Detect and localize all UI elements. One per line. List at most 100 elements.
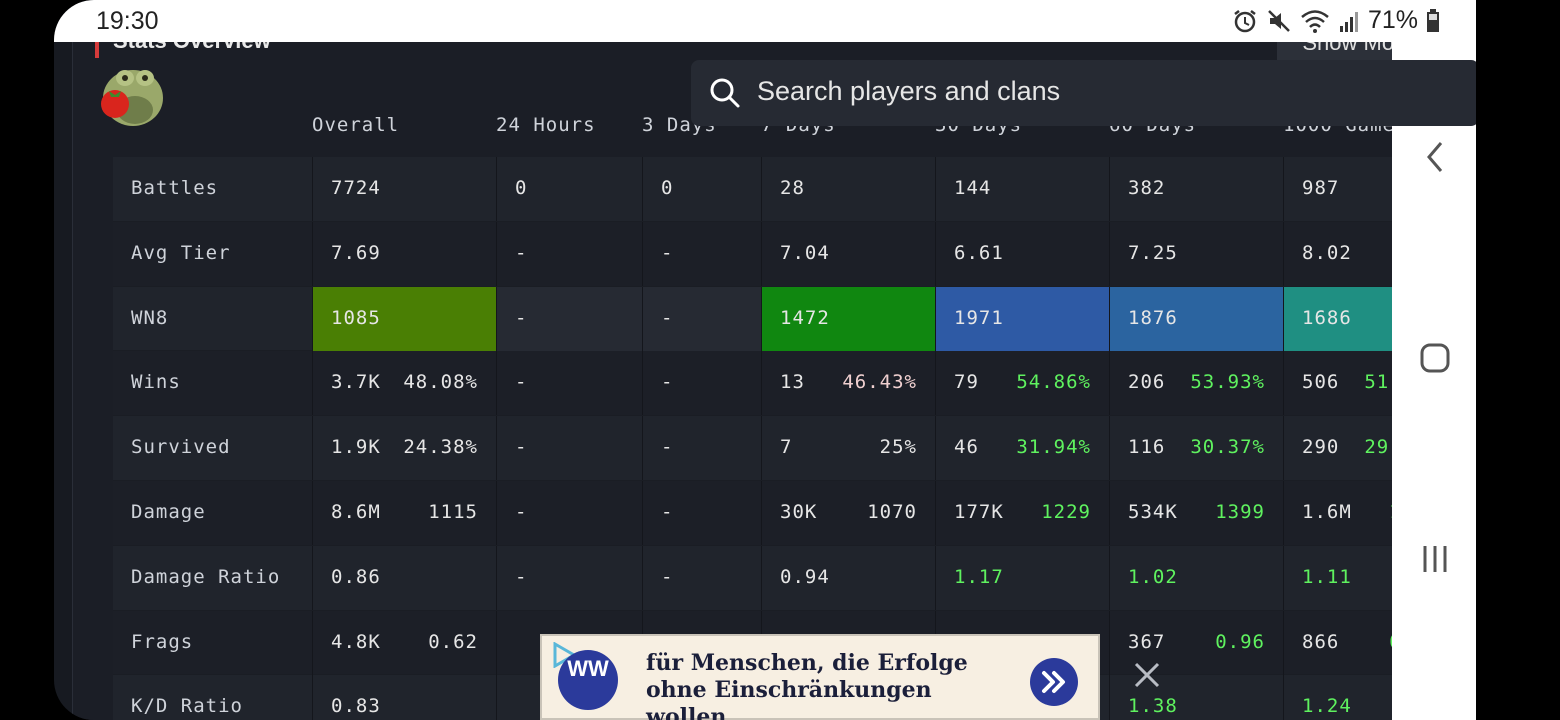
cell-24h: 0 xyxy=(497,157,643,221)
header-24-hours: 24 Hours xyxy=(496,114,596,136)
cell-value: 8.02 xyxy=(1302,241,1352,264)
cell-3d: - xyxy=(643,221,762,286)
cell-value: 7.04 xyxy=(780,241,830,264)
mute-icon xyxy=(1268,9,1290,32)
row-label: Damage xyxy=(113,480,313,545)
cell-value: 1971 xyxy=(954,306,1004,329)
cell-secondary-value: 0.96 xyxy=(1215,630,1265,653)
cell-60d: 1876 xyxy=(1110,286,1284,351)
row-label-text: Damage Ratio xyxy=(131,565,281,588)
header-overall: Overall xyxy=(312,114,400,136)
cell-value: 8.6M xyxy=(331,500,381,523)
cell-60d: 7.25 xyxy=(1110,221,1284,286)
cell-30d: 79 54.86% xyxy=(936,351,1110,416)
ad-logo: WW xyxy=(558,650,618,710)
cell-value: - xyxy=(515,371,528,394)
cell-secondary-value: 24.38% xyxy=(403,436,478,459)
cell-value: 7.25 xyxy=(1128,241,1178,264)
row-label: Avg Tier xyxy=(113,221,313,286)
cell-value: 46 xyxy=(954,436,979,459)
cell-30d: 46 31.94% xyxy=(936,416,1110,481)
row-label: Frags xyxy=(113,610,313,675)
status-bar: 19:30 71% xyxy=(54,0,1476,42)
cell-value: - xyxy=(661,500,674,523)
cell-value: 367 xyxy=(1128,630,1166,653)
cell-60d: 1.38 xyxy=(1110,675,1284,720)
battery-icon xyxy=(1427,8,1439,32)
search-box[interactable]: Search players and clans xyxy=(691,60,1476,126)
cell-secondary-value: 1229 xyxy=(1041,500,1091,523)
cell-value: 1.02 xyxy=(1128,565,1178,588)
table-row: Battles 7724 0 0 28 144 382 987 xyxy=(113,157,1459,222)
cell-secondary-value: 46.43% xyxy=(842,371,917,394)
cell-60d: 367 0.96 xyxy=(1110,610,1284,675)
cell-value: - xyxy=(661,241,674,264)
cell-3d: - xyxy=(643,416,762,481)
cell-secondary-value: 31.94% xyxy=(1016,436,1091,459)
cell-overall: 7724 xyxy=(313,157,497,221)
cell-value: 1686 xyxy=(1302,306,1352,329)
cell-value: - xyxy=(661,436,674,459)
double-chevron-right-icon xyxy=(1042,671,1065,693)
cell-value: 1.38 xyxy=(1128,695,1178,718)
cell-7d: 30K 1070 xyxy=(762,480,936,545)
cell-overall: 4.8K 0.62 xyxy=(313,610,497,675)
cell-value: 6.61 xyxy=(954,241,1004,264)
cell-overall: 1.9K 24.38% xyxy=(313,416,497,481)
cell-24h: - xyxy=(497,351,643,416)
row-label-text: K/D Ratio xyxy=(131,695,243,718)
row-label-text: Survived xyxy=(131,436,231,459)
cell-3d: - xyxy=(643,286,762,351)
cell-60d: 534K 1399 xyxy=(1110,480,1284,545)
cell-value: 0.83 xyxy=(331,695,381,718)
row-label: Wins xyxy=(113,351,313,416)
cell-overall: 0.83 xyxy=(313,675,497,720)
row-label-text: Damage xyxy=(131,500,206,523)
signal-icon xyxy=(1339,11,1358,32)
close-icon[interactable] xyxy=(1132,660,1162,690)
cell-value: 13 xyxy=(780,371,805,394)
cell-value: - xyxy=(515,565,528,588)
cell-value: 0.94 xyxy=(780,565,830,588)
cell-value: 116 xyxy=(1128,436,1166,459)
search-input[interactable]: Search players and clans xyxy=(757,76,1061,106)
ad-banner[interactable]: WW für Menschen, die Erfolge ohne Einsch… xyxy=(540,634,1100,720)
cell-value: 1.11 xyxy=(1302,565,1352,588)
cell-value: 28 xyxy=(780,177,805,199)
cell-value: 290 xyxy=(1302,436,1340,459)
cell-secondary-value: 1115 xyxy=(428,500,478,523)
back-button[interactable] xyxy=(1418,140,1452,174)
cell-value: 382 xyxy=(1128,177,1166,199)
cell-24h: - xyxy=(497,545,643,610)
ad-go-button[interactable] xyxy=(1030,658,1078,706)
home-button[interactable] xyxy=(1418,341,1452,375)
row-label: Survived xyxy=(113,416,313,481)
cell-7d: 7.04 xyxy=(762,221,936,286)
cell-value: 1.17 xyxy=(954,565,1004,588)
cell-3d: - xyxy=(643,480,762,545)
cell-value: - xyxy=(661,371,674,394)
row-label-text: Battles xyxy=(131,177,219,199)
ad-logo-text: WW xyxy=(567,656,609,681)
cell-overall: 8.6M 1115 xyxy=(313,480,497,545)
cell-7d: 1472 xyxy=(762,286,936,351)
wifi-icon xyxy=(1301,9,1329,33)
status-time: 19:30 xyxy=(96,7,159,35)
avatar xyxy=(95,60,165,130)
cell-24h: - xyxy=(497,286,643,351)
row-label: Battles xyxy=(113,157,313,221)
cell-value: 30K xyxy=(780,500,818,523)
cell-24h: - xyxy=(497,480,643,545)
title-accent xyxy=(95,38,99,58)
cell-3d: - xyxy=(643,545,762,610)
cell-value: 144 xyxy=(954,177,992,199)
cell-value: 1.9K xyxy=(331,436,381,459)
cell-overall: 0.86 xyxy=(313,545,497,610)
cell-30d: 1.17 xyxy=(936,545,1110,610)
table-row: Avg Tier 7.69 - - 7.04 6.61 7.25 8.02 xyxy=(113,221,1459,287)
cell-3d: 0 xyxy=(643,157,762,221)
cell-value: - xyxy=(515,436,528,459)
cell-3d: - xyxy=(643,351,762,416)
recents-button[interactable] xyxy=(1418,542,1452,576)
table-row: Survived 1.9K 24.38% - - 7 25% 46 31.94% 116 30.37… xyxy=(113,416,1459,481)
